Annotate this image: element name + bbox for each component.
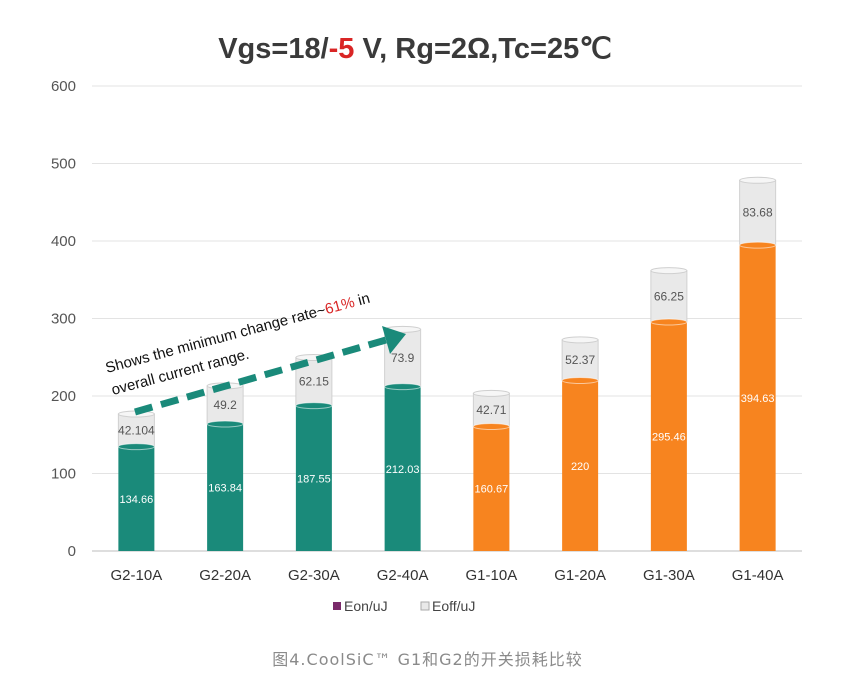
y-tick-label: 100 bbox=[51, 466, 76, 483]
x-tick-label: G2-10A bbox=[111, 567, 163, 584]
bar-eoff-cap bbox=[650, 267, 688, 275]
y-tick-label: 0 bbox=[68, 543, 76, 560]
legend: Eon/uJ Eoff/uJ bbox=[333, 598, 475, 614]
eoff-data-label: 42.104 bbox=[118, 423, 155, 437]
eon-data-label: 220 bbox=[571, 461, 589, 473]
eon-data-label: 394.63 bbox=[741, 393, 775, 405]
eon-data-label: 295.46 bbox=[652, 432, 686, 444]
x-tick-label: G1-10A bbox=[466, 567, 518, 584]
chart: Vgs=18/-5 V, Rg=2Ω,Tc=25℃ 0 100 200 300 400 5… bbox=[51, 33, 802, 614]
y-tick-label: 400 bbox=[51, 233, 76, 250]
eoff-data-label: 49.2 bbox=[213, 398, 237, 412]
bar-eon-cap bbox=[561, 377, 599, 384]
title-suffix: V, Rg=2Ω,Tc=25℃ bbox=[354, 33, 611, 65]
eoff-data-label: 83.68 bbox=[743, 206, 773, 220]
bar-eon-cap bbox=[206, 420, 244, 428]
y-tick-label: 600 bbox=[51, 78, 76, 95]
bar-eoff-cap bbox=[739, 176, 777, 184]
y-axis: 0 100 200 300 400 500 600 bbox=[51, 78, 76, 560]
eon-data-label: 134.66 bbox=[120, 494, 154, 506]
bar-eon-cap bbox=[384, 383, 422, 391]
bar-eon bbox=[118, 446, 155, 551]
bar-eon bbox=[207, 424, 244, 551]
bar-eon-cap bbox=[650, 318, 688, 326]
bar-eoff-cap bbox=[561, 336, 599, 344]
bar-eon-cap bbox=[472, 422, 510, 430]
chart-title: Vgs=18/-5 V, Rg=2Ω,Tc=25℃ bbox=[218, 33, 612, 65]
eoff-data-label: 66.25 bbox=[654, 289, 684, 303]
bar-eoff-cap bbox=[472, 389, 510, 397]
bar-eon bbox=[295, 405, 332, 551]
eon-data-label: 160.67 bbox=[475, 484, 509, 496]
bar-eoff bbox=[739, 179, 777, 246]
legend-swatch-eon bbox=[333, 602, 341, 610]
title-prefix: Vgs=18/ bbox=[218, 33, 328, 65]
legend-label-eon: Eon/uJ bbox=[344, 598, 388, 614]
eoff-data-label: 62.15 bbox=[299, 375, 329, 389]
trend-arrow-head bbox=[382, 326, 406, 354]
trend-annotation: Shows the minimum change rate~61% in ove… bbox=[104, 290, 406, 416]
figure-caption: 图4.CoolSiC™ G1和G2的开关损耗比较 bbox=[272, 650, 583, 669]
legend-swatch-eoff bbox=[420, 601, 430, 611]
y-tick-label: 500 bbox=[51, 156, 76, 173]
bar-eon-cap bbox=[295, 402, 333, 410]
bar-eon bbox=[384, 386, 421, 551]
grid bbox=[92, 85, 802, 552]
eoff-data-label: 73.9 bbox=[391, 351, 415, 365]
bar-eon bbox=[562, 380, 599, 551]
x-axis: G2-10A G2-20A G2-30A G2-40A G1-10A G1-20A G1-3… bbox=[111, 567, 784, 584]
legend-label-eoff: Eoff/uJ bbox=[432, 598, 475, 614]
x-tick-label: G1-40A bbox=[732, 567, 784, 584]
eoff-data-label: 42.71 bbox=[476, 403, 506, 417]
bar-eon bbox=[739, 245, 776, 551]
x-tick-label: G2-40A bbox=[377, 567, 429, 584]
y-tick-label: 200 bbox=[51, 388, 76, 405]
trend-arrow-line bbox=[134, 336, 387, 416]
eon-data-label: 212.03 bbox=[386, 464, 420, 476]
bars: 134.66 42.104 163.84 49.2 187.55 62.15 212.03 7… bbox=[117, 176, 777, 551]
bar-eon-cap bbox=[739, 241, 777, 249]
y-tick-label: 300 bbox=[51, 311, 76, 328]
bar-eoff bbox=[472, 392, 510, 427]
x-tick-label: G2-20A bbox=[199, 567, 251, 584]
bar-eoff bbox=[206, 385, 244, 425]
bar-eon-cap bbox=[117, 443, 155, 451]
bar-eoff bbox=[561, 339, 599, 381]
x-tick-label: G2-30A bbox=[288, 567, 340, 584]
x-tick-label: G1-30A bbox=[643, 567, 695, 584]
eoff-data-label: 52.37 bbox=[565, 353, 595, 367]
bar-eon bbox=[650, 322, 687, 551]
title-highlight: -5 bbox=[329, 33, 355, 65]
x-tick-label: G1-20A bbox=[554, 567, 606, 584]
bar-eon bbox=[473, 426, 510, 551]
eon-data-label: 187.55 bbox=[297, 473, 331, 485]
eon-data-label: 163.84 bbox=[208, 483, 242, 495]
